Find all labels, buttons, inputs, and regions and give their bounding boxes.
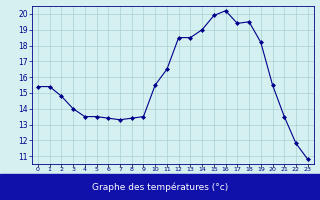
Text: Graphe des températures (°c): Graphe des températures (°c): [92, 182, 228, 192]
